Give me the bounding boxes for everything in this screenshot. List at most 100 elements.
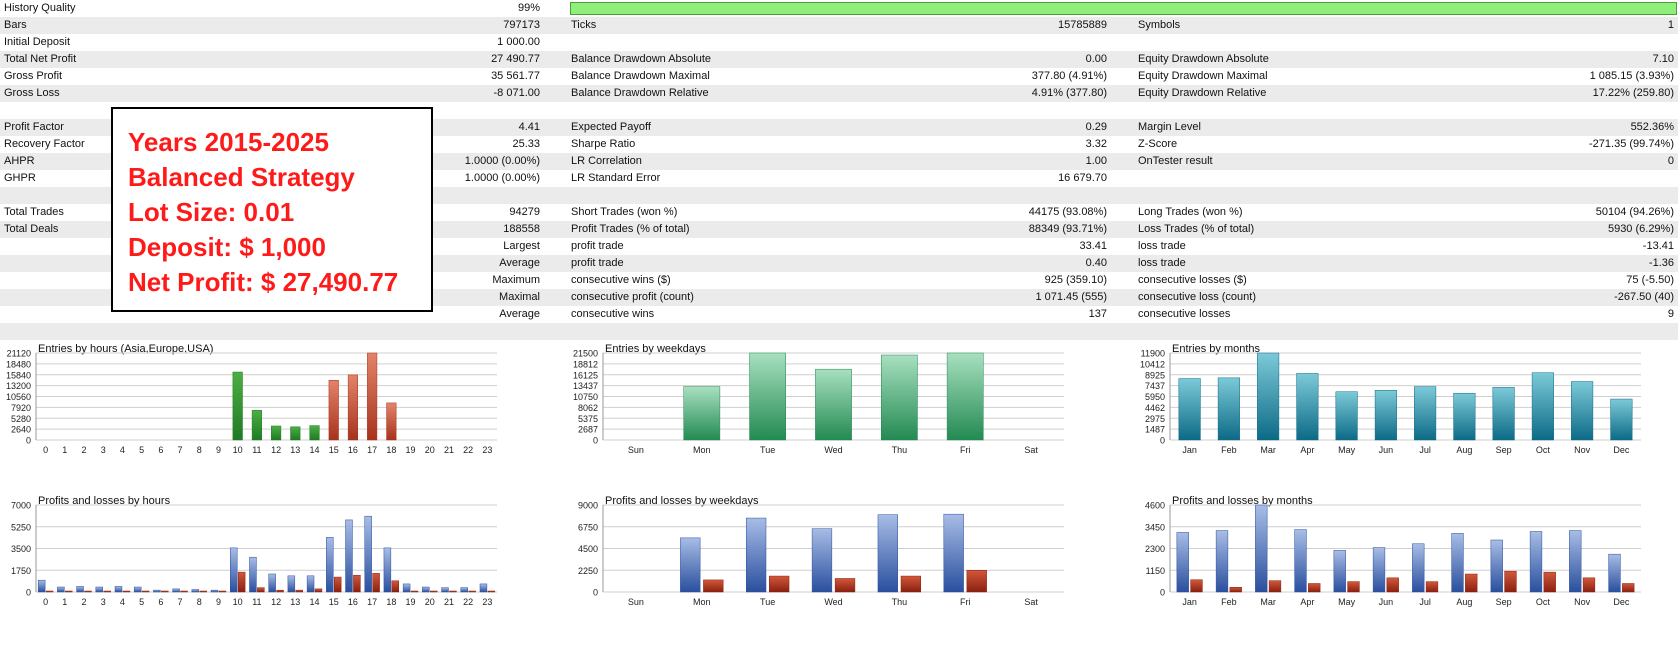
y-tick-label: 18480 (6, 359, 31, 369)
bar (328, 380, 339, 441)
stat-label: profit trade (571, 240, 624, 252)
loss-bar (900, 575, 922, 593)
y-tick-label: 10412 (1140, 359, 1165, 369)
x-tick-label: 6 (158, 445, 163, 455)
loss-bar (703, 579, 724, 593)
x-tick-label: 10 (233, 597, 243, 607)
loss-bar (314, 588, 323, 593)
y-tick-label: 2300 (1145, 544, 1165, 554)
stat-value: Maximal (499, 291, 540, 303)
bar (271, 425, 282, 441)
stat-label: Total Deals (4, 223, 59, 235)
x-tick-label: Sun (628, 597, 644, 607)
stat-value: 15785889 (1058, 19, 1107, 31)
x-tick-label: Jan (1182, 445, 1197, 455)
x-tick-label: 7 (178, 597, 183, 607)
stat-label: Profit Factor (4, 121, 64, 133)
x-tick-label: 4 (120, 597, 125, 607)
x-tick-label: 18 (386, 597, 396, 607)
stat-label: Initial Deposit (4, 36, 71, 48)
x-tick-label: 1 (62, 445, 67, 455)
y-tick-label: 0 (593, 436, 598, 446)
x-tick-label: 12 (271, 597, 281, 607)
x-tick-label: 16 (348, 445, 358, 455)
x-tick-label: Nov (1574, 597, 1591, 607)
summary-line-net-profit: Net Profit: $ 27,490.77 (128, 267, 399, 297)
profit-bar (153, 589, 161, 593)
stat-label: Recovery Factor (4, 138, 85, 150)
stat-label: Total Trades (4, 206, 64, 218)
stat-label: consecutive wins ($) (571, 274, 671, 286)
profit-bar (37, 579, 46, 593)
history-quality-label: History Quality (4, 2, 76, 14)
x-tick-label: Tue (760, 445, 775, 455)
x-tick-label: Sat (1024, 445, 1038, 455)
x-tick-label: Apr (1300, 597, 1314, 607)
summary-line-deposit: Deposit: $ 1,000 (128, 232, 326, 262)
x-tick-label: 4 (120, 445, 125, 455)
x-tick-label: 10 (233, 445, 243, 455)
history-quality-value: 99% (517, 2, 540, 14)
x-tick-label: Nov (1574, 445, 1591, 455)
y-tick-label: 4462 (1145, 403, 1165, 413)
bar (386, 402, 397, 441)
stat-label: Gross Loss (4, 87, 60, 99)
stat-label: Long Trades (won %) (1138, 206, 1243, 218)
stat-label: Equity Drawdown Maximal (1138, 70, 1268, 82)
y-tick-label: 3500 (11, 544, 31, 554)
profit-bar (680, 537, 701, 593)
profit-bar (1176, 532, 1189, 593)
y-tick-label: 0 (1160, 436, 1165, 446)
stat-value: 188558 (503, 223, 540, 235)
y-tick-label: 2640 (11, 425, 31, 435)
stat-label: loss trade (1138, 257, 1186, 269)
x-tick-label: Mon (693, 597, 711, 607)
stat-value: 94279 (509, 206, 540, 218)
x-tick-label: Sep (1496, 445, 1512, 455)
y-tick-label: 7920 (11, 403, 31, 413)
stats-row: Recovery Factor 25.33 Sharpe Ratio 3.32 Z-Sc… (0, 136, 1678, 153)
stat-label: Bars (4, 19, 27, 31)
x-tick-label: Dec (1613, 597, 1630, 607)
x-tick-label: 11 (252, 597, 261, 607)
x-tick-label: Tue (760, 597, 775, 607)
stats-row (0, 323, 1678, 340)
stats-row: GHPR 1.0000 (0.00%) LR Standard Error 16 67… (0, 170, 1678, 187)
y-tick-label: 7000 (11, 501, 31, 511)
bar (347, 374, 358, 441)
profit-bar (172, 588, 180, 593)
loss-bar (1229, 587, 1242, 593)
stat-value: 4.41 (518, 121, 540, 133)
x-tick-label: Fri (960, 445, 971, 455)
stat-value: 17.22% (259.80) (1592, 87, 1674, 99)
stat-value: 377.80 (4.91%) (1031, 70, 1107, 82)
y-tick-label: 7437 (1145, 381, 1165, 391)
y-tick-label: 10560 (6, 392, 31, 402)
bar (880, 354, 918, 441)
history-quality-bar (570, 2, 1677, 15)
stat-value: -267.50 (40) (1614, 291, 1674, 303)
profit-bar (441, 587, 449, 593)
x-tick-label: 20 (425, 445, 435, 455)
stat-label: GHPR (4, 172, 36, 184)
stat-label: Balance Drawdown Absolute (571, 53, 712, 65)
stat-value: 0.00 (1085, 53, 1107, 65)
stat-label: consecutive profit (count) (571, 291, 694, 303)
x-tick-label: 21 (444, 597, 454, 607)
stat-label: OnTester result (1138, 155, 1213, 167)
loss-bar (1622, 583, 1635, 593)
chart-pl-by-weekdays: Profits and losses by weekdays 9000 6750 4… (567, 495, 1097, 643)
profit-bar (249, 556, 257, 593)
loss-bar (1582, 577, 1596, 593)
x-tick-label: 15 (329, 597, 339, 607)
x-tick-label: Jun (1379, 445, 1394, 455)
bar (1414, 386, 1437, 441)
y-tick-label: 8062 (578, 403, 598, 413)
bar (1178, 378, 1201, 441)
stat-value: 4.91% (377.80) (1031, 87, 1107, 99)
y-tick-label: 13200 (6, 381, 31, 391)
x-tick-label: 18 (386, 445, 396, 455)
chart-entries-by-hours: Entries by hours (Asia,Europe,USA) 21120… (0, 343, 530, 491)
y-tick-label: 5375 (578, 414, 598, 424)
